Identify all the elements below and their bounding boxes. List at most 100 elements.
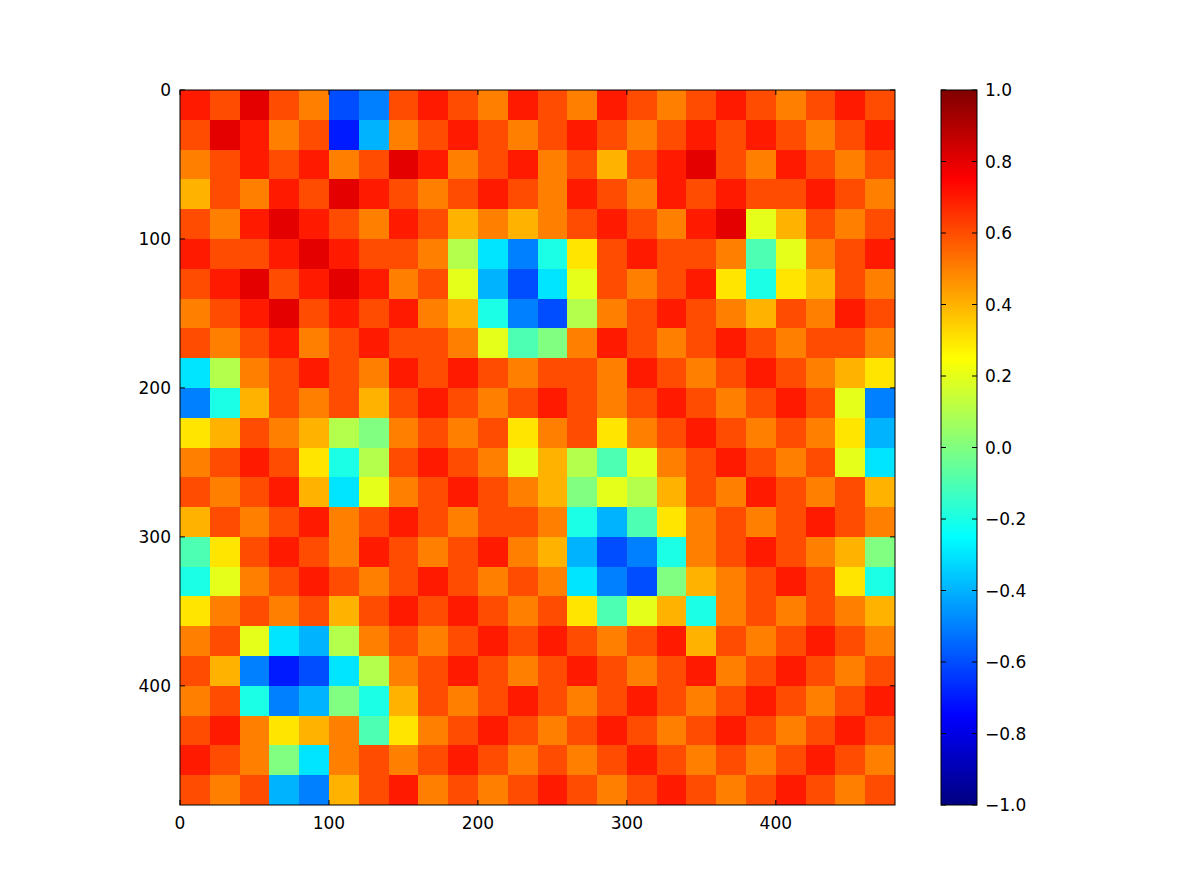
cell: [597, 328, 627, 358]
cell: [746, 418, 776, 448]
cell: [269, 150, 299, 180]
colorbar-tick: [941, 662, 946, 663]
cell: [329, 656, 359, 686]
cell: [538, 328, 568, 358]
cell: [418, 596, 448, 626]
cell: [627, 567, 657, 597]
x-tick: [626, 90, 627, 95]
cell: [448, 328, 478, 358]
cell: [746, 686, 776, 716]
cell: [418, 716, 448, 746]
cell: [508, 150, 538, 180]
cell: [210, 686, 240, 716]
cell: [359, 656, 389, 686]
cell: [657, 299, 687, 329]
cell: [538, 150, 568, 180]
cell: [240, 716, 270, 746]
cell: [448, 448, 478, 478]
cell: [567, 596, 597, 626]
cell: [359, 716, 389, 746]
cell: [269, 179, 299, 209]
cell: [716, 239, 746, 269]
cell: [478, 299, 508, 329]
cell: [627, 328, 657, 358]
y-tick: [890, 387, 895, 388]
cell: [538, 239, 568, 269]
cell: [269, 716, 299, 746]
y-tick-label: 200: [139, 378, 171, 398]
cell: [686, 656, 716, 686]
cell: [686, 775, 716, 805]
colorbar-tick: [972, 90, 977, 91]
cell: [657, 507, 687, 537]
cell: [418, 239, 448, 269]
y-tick: [890, 238, 895, 239]
cell: [478, 358, 508, 388]
cell: [478, 179, 508, 209]
cell: [686, 388, 716, 418]
cell: [389, 448, 419, 478]
cell: [210, 567, 240, 597]
cell: [180, 626, 210, 656]
colorbar-tick-label: −0.6: [985, 652, 1026, 672]
cell: [269, 90, 299, 120]
cell: [716, 477, 746, 507]
cell: [716, 120, 746, 150]
cell: [180, 388, 210, 418]
cell: [657, 448, 687, 478]
cell: [686, 596, 716, 626]
cell: [567, 656, 597, 686]
cell: [299, 656, 329, 686]
cell: [657, 775, 687, 805]
cell: [478, 567, 508, 597]
x-tick: [626, 800, 627, 805]
cell: [686, 448, 716, 478]
cell: [686, 90, 716, 120]
cell: [865, 388, 895, 418]
colorbar-tick-label: −0.2: [985, 509, 1026, 529]
cell: [597, 477, 627, 507]
cell: [508, 507, 538, 537]
cell: [597, 626, 627, 656]
cell: [627, 656, 657, 686]
x-tick: [775, 90, 776, 95]
cell: [269, 596, 299, 626]
cell: [180, 686, 210, 716]
cell: [835, 745, 865, 775]
colorbar-tick: [941, 733, 946, 734]
cell: [627, 507, 657, 537]
x-tick-label: 0: [175, 813, 186, 833]
cell: [627, 299, 657, 329]
cell: [806, 686, 836, 716]
cell: [210, 209, 240, 239]
cell: [389, 299, 419, 329]
cell: [657, 686, 687, 716]
colorbar-tick: [941, 519, 946, 520]
cell: [746, 745, 776, 775]
cell: [478, 418, 508, 448]
cell: [448, 209, 478, 239]
cell: [180, 179, 210, 209]
cell: [359, 418, 389, 448]
cell: [657, 179, 687, 209]
cell: [210, 745, 240, 775]
cell: [389, 775, 419, 805]
cell: [806, 388, 836, 418]
cell: [240, 656, 270, 686]
cell: [865, 448, 895, 478]
cell: [597, 388, 627, 418]
cell: [448, 507, 478, 537]
cell: [627, 775, 657, 805]
cell: [865, 358, 895, 388]
cell: [657, 269, 687, 299]
cell: [478, 150, 508, 180]
cell: [329, 269, 359, 299]
cell: [210, 775, 240, 805]
cell: [180, 239, 210, 269]
cell: [269, 239, 299, 269]
cell: [746, 358, 776, 388]
cell: [180, 299, 210, 329]
cell: [627, 626, 657, 656]
cell: [597, 299, 627, 329]
cell: [508, 328, 538, 358]
